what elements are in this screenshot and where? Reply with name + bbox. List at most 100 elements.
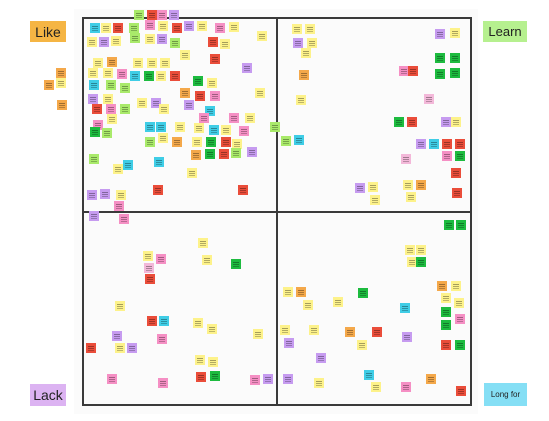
sticky-note[interactable] [253, 329, 263, 339]
sticky-note[interactable] [175, 122, 185, 132]
sticky-note[interactable] [137, 98, 147, 108]
sticky-note[interactable] [172, 23, 182, 33]
sticky-note[interactable] [127, 343, 137, 353]
sticky-note[interactable] [441, 340, 451, 350]
sticky-note[interactable] [100, 189, 110, 199]
sticky-note[interactable] [120, 104, 130, 114]
sticky-note[interactable] [143, 251, 153, 261]
sticky-note[interactable] [198, 238, 208, 248]
sticky-note[interactable] [156, 71, 166, 81]
sticky-note[interactable] [435, 53, 445, 63]
sticky-note[interactable] [158, 21, 168, 31]
sticky-note[interactable] [56, 68, 66, 78]
sticky-note[interactable] [44, 80, 54, 90]
sticky-note[interactable] [123, 160, 133, 170]
sticky-note[interactable] [159, 104, 169, 114]
sticky-note[interactable] [450, 53, 460, 63]
sticky-note[interactable] [145, 20, 155, 30]
sticky-note[interactable] [107, 114, 117, 124]
sticky-note[interactable] [157, 10, 167, 20]
sticky-note[interactable] [187, 168, 197, 178]
sticky-note[interactable] [250, 375, 260, 385]
sticky-note[interactable] [456, 220, 466, 230]
sticky-note[interactable] [107, 374, 117, 384]
sticky-note[interactable] [435, 69, 445, 79]
sticky-note[interactable] [197, 21, 207, 31]
sticky-note[interactable] [426, 374, 436, 384]
sticky-note[interactable] [407, 257, 417, 267]
sticky-note[interactable] [90, 127, 100, 137]
sticky-note[interactable] [159, 316, 169, 326]
sticky-note[interactable] [192, 137, 202, 147]
sticky-note[interactable] [245, 113, 255, 123]
sticky-note[interactable] [193, 76, 203, 86]
sticky-note[interactable] [416, 257, 426, 267]
sticky-note[interactable] [442, 139, 452, 149]
sticky-note[interactable] [206, 137, 216, 147]
sticky-note[interactable] [416, 245, 426, 255]
sticky-note[interactable] [368, 182, 378, 192]
sticky-note[interactable] [147, 10, 157, 20]
sticky-note[interactable] [134, 10, 144, 20]
sticky-note[interactable] [270, 122, 280, 132]
sticky-note[interactable] [180, 88, 190, 98]
sticky-note[interactable] [172, 137, 182, 147]
sticky-note[interactable] [202, 255, 212, 265]
sticky-note[interactable] [101, 23, 111, 33]
sticky-note[interactable] [314, 378, 324, 388]
sticky-note[interactable] [107, 57, 117, 67]
sticky-note[interactable] [429, 139, 439, 149]
sticky-note[interactable] [309, 325, 319, 335]
sticky-note[interactable] [184, 100, 194, 110]
sticky-note[interactable] [242, 63, 252, 73]
sticky-note[interactable] [120, 83, 130, 93]
sticky-note[interactable] [281, 136, 291, 146]
sticky-note[interactable] [441, 117, 451, 127]
sticky-note[interactable] [345, 327, 355, 337]
sticky-note[interactable] [399, 66, 409, 76]
sticky-note[interactable] [364, 370, 374, 380]
sticky-note[interactable] [406, 192, 416, 202]
sticky-note[interactable] [456, 386, 466, 396]
sticky-note[interactable] [93, 58, 103, 68]
sticky-note[interactable] [452, 188, 462, 198]
sticky-note[interactable] [103, 68, 113, 78]
sticky-note[interactable] [90, 23, 100, 33]
sticky-note[interactable] [145, 122, 155, 132]
sticky-note[interactable] [99, 37, 109, 47]
sticky-note[interactable] [199, 113, 209, 123]
sticky-note[interactable] [158, 133, 168, 143]
sticky-note[interactable] [441, 293, 451, 303]
sticky-note[interactable] [170, 71, 180, 81]
sticky-note[interactable] [115, 301, 125, 311]
sticky-note[interactable] [157, 334, 167, 344]
sticky-note[interactable] [195, 355, 205, 365]
sticky-note[interactable] [89, 211, 99, 221]
sticky-note[interactable] [221, 125, 231, 135]
sticky-note[interactable] [301, 48, 311, 58]
sticky-note[interactable] [357, 340, 367, 350]
sticky-note[interactable] [292, 24, 302, 34]
sticky-note[interactable] [130, 33, 140, 43]
sticky-note[interactable] [284, 338, 294, 348]
sticky-note[interactable] [113, 164, 123, 174]
sticky-note[interactable] [160, 58, 170, 68]
sticky-note[interactable] [239, 126, 249, 136]
sticky-note[interactable] [450, 68, 460, 78]
sticky-note[interactable] [156, 122, 166, 132]
sticky-note[interactable] [257, 31, 267, 41]
sticky-note[interactable] [283, 374, 293, 384]
sticky-note[interactable] [112, 331, 122, 341]
sticky-note[interactable] [455, 151, 465, 161]
sticky-note[interactable] [210, 91, 220, 101]
sticky-note[interactable] [441, 320, 451, 330]
sticky-note[interactable] [303, 300, 313, 310]
sticky-note[interactable] [455, 139, 465, 149]
sticky-note[interactable] [416, 139, 426, 149]
sticky-note[interactable] [207, 78, 217, 88]
sticky-note[interactable] [144, 263, 154, 273]
sticky-note[interactable] [89, 154, 99, 164]
sticky-note[interactable] [56, 78, 66, 88]
like-label[interactable]: Like [30, 21, 66, 42]
sticky-note[interactable] [394, 117, 404, 127]
